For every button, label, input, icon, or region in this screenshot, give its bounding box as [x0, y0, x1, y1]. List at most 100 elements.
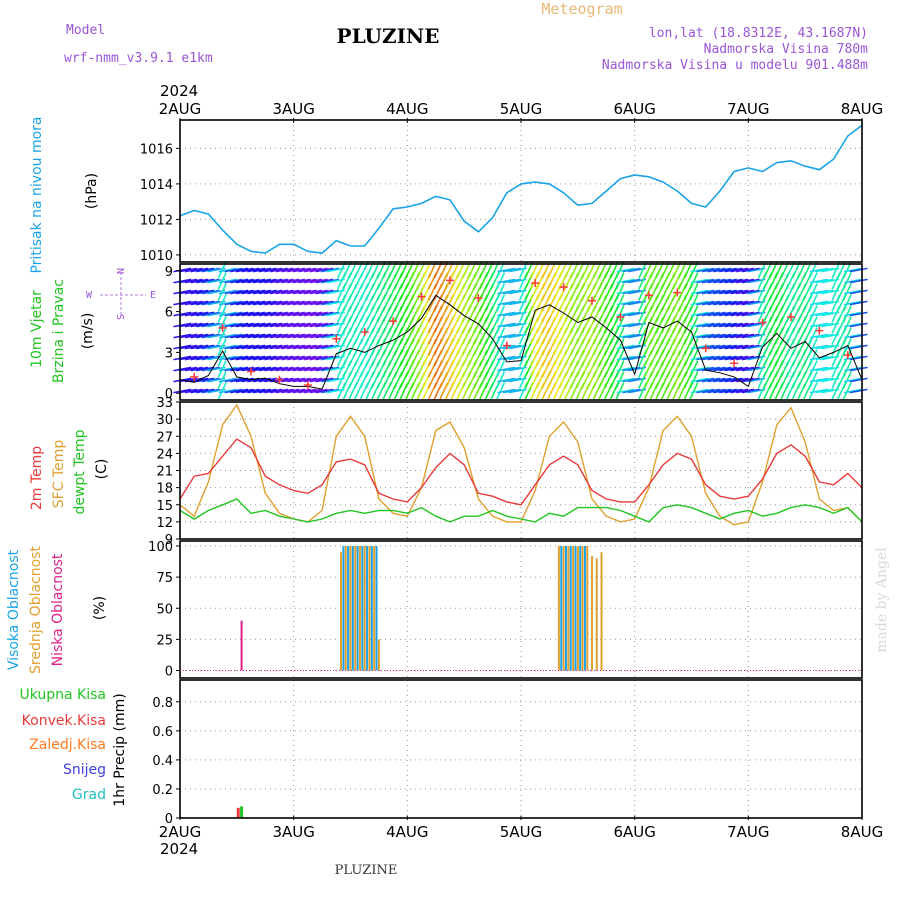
wind-arrow: [718, 322, 737, 328]
wind-arrow: [298, 388, 317, 394]
wind-arrow: [224, 377, 243, 383]
wind-arrow: [843, 267, 863, 273]
precip-unit: 1hr Precip (mm): [112, 693, 128, 806]
wind-arrow: [173, 289, 192, 295]
top-date-label: 8AUG: [841, 100, 883, 118]
wind-arrow: [496, 294, 506, 312]
wind-arrow: [281, 333, 300, 339]
wind-arrow: [815, 366, 834, 372]
wind-arrow: [275, 289, 294, 295]
wind-arrow: [849, 377, 868, 383]
wind-arrow: [718, 289, 737, 295]
wind-arrow: [843, 377, 863, 383]
wind-arrow: [741, 311, 760, 317]
wind-arrow: [281, 311, 300, 317]
wind-arrow: [224, 289, 243, 295]
wind-arrow: [622, 366, 641, 372]
wind-arrow: [190, 300, 209, 306]
wind-arrow: [298, 311, 317, 317]
grid-layer: [180, 120, 862, 819]
wind-arrow: [741, 300, 760, 306]
wind-arrow: [269, 333, 288, 339]
wind-arrow: [230, 355, 249, 361]
wind-arrow: [235, 322, 254, 328]
panel-frames: [179, 119, 863, 819]
legend-total-rain: Ukupna Kisa: [19, 687, 106, 703]
wind-arrow: [690, 388, 709, 394]
wind-arrow: [730, 333, 749, 339]
wind-arrow: [247, 322, 266, 328]
wind-arrow: [497, 377, 516, 383]
wind-arrow: [292, 300, 311, 306]
footer-title: PLUZINE: [335, 863, 398, 878]
wind-arrow: [201, 300, 220, 306]
wind-label-1: 10m Vjetar: [29, 290, 45, 368]
wind-arrow: [690, 377, 709, 383]
wind-arrow: [321, 344, 340, 350]
wind-arrow: [201, 366, 220, 372]
wind-arrow: [315, 311, 334, 317]
wind-arrow: [241, 278, 260, 284]
wind-arrow: [321, 300, 340, 306]
year-top: 2024: [160, 82, 198, 100]
wind-arrow: [696, 322, 715, 328]
wind-arrow: [258, 267, 277, 273]
wind-arrow: [258, 278, 277, 284]
wind-arrow: [217, 349, 227, 367]
wind-arrow: [184, 344, 203, 350]
wind-arrow: [218, 333, 237, 339]
pressure-tick-label: 1016: [140, 142, 173, 157]
wind-arrow: [304, 322, 323, 328]
wind-arrow: [218, 289, 237, 295]
wind-arrow: [497, 388, 516, 394]
wind-arrow: [616, 333, 635, 339]
wind-arrow: [292, 355, 311, 361]
wind-arrow: [713, 388, 732, 394]
wind-arrow: [201, 311, 220, 317]
wind-arrow: [196, 311, 215, 317]
wind-arrow: [247, 289, 266, 295]
wind-arrow: [281, 366, 300, 372]
wind-arrow: [718, 377, 737, 383]
wind-arrow: [304, 366, 323, 372]
wind-arrow: [843, 311, 863, 317]
wind-arrow: [724, 333, 743, 339]
wind-arrow: [689, 327, 699, 345]
wind-arrow: [843, 322, 863, 328]
conv-rain-bar: [236, 807, 240, 818]
wind-arrow: [707, 267, 726, 273]
wind-arrow: [304, 289, 323, 295]
wind-arrow: [809, 333, 828, 339]
wind-arrow: [615, 327, 625, 345]
precip-tick-label: 0.8: [152, 696, 173, 711]
wind-tick-label: 0: [165, 387, 173, 402]
wind-arrow: [298, 289, 317, 295]
wind-arrow: [496, 305, 506, 323]
wind-arrow: [315, 355, 334, 361]
wind-arrow: [622, 278, 641, 284]
wind-arrow: [252, 278, 271, 284]
wind-arrow: [201, 377, 220, 383]
wind-arrow: [690, 289, 709, 295]
wind-arrow: [217, 371, 227, 389]
wind-arrow: [190, 388, 209, 394]
wind-arrow: [247, 300, 266, 306]
wind-arrow: [298, 377, 317, 383]
wind-arrow: [235, 289, 254, 295]
wind-arrow: [741, 289, 760, 295]
wind-arrow: [190, 311, 209, 317]
pressure-label: Pritisak na nivou mora: [29, 116, 45, 273]
wind-arrow: [815, 377, 834, 383]
wind-arrow: [622, 344, 641, 350]
wind-arrow: [615, 382, 625, 400]
wind-arrow: [309, 267, 328, 273]
cloud-panel: Visoka Oblacnost Srednja Oblacnost Niska…: [6, 540, 890, 680]
wind-arrow: [615, 371, 625, 389]
wind-arrow: [808, 371, 818, 389]
wind-arrow: [298, 355, 317, 361]
wind-arrow: [190, 366, 209, 372]
wind-arrow: [707, 278, 726, 284]
wind-arrow: [502, 388, 522, 394]
wind-arrow: [497, 366, 516, 372]
